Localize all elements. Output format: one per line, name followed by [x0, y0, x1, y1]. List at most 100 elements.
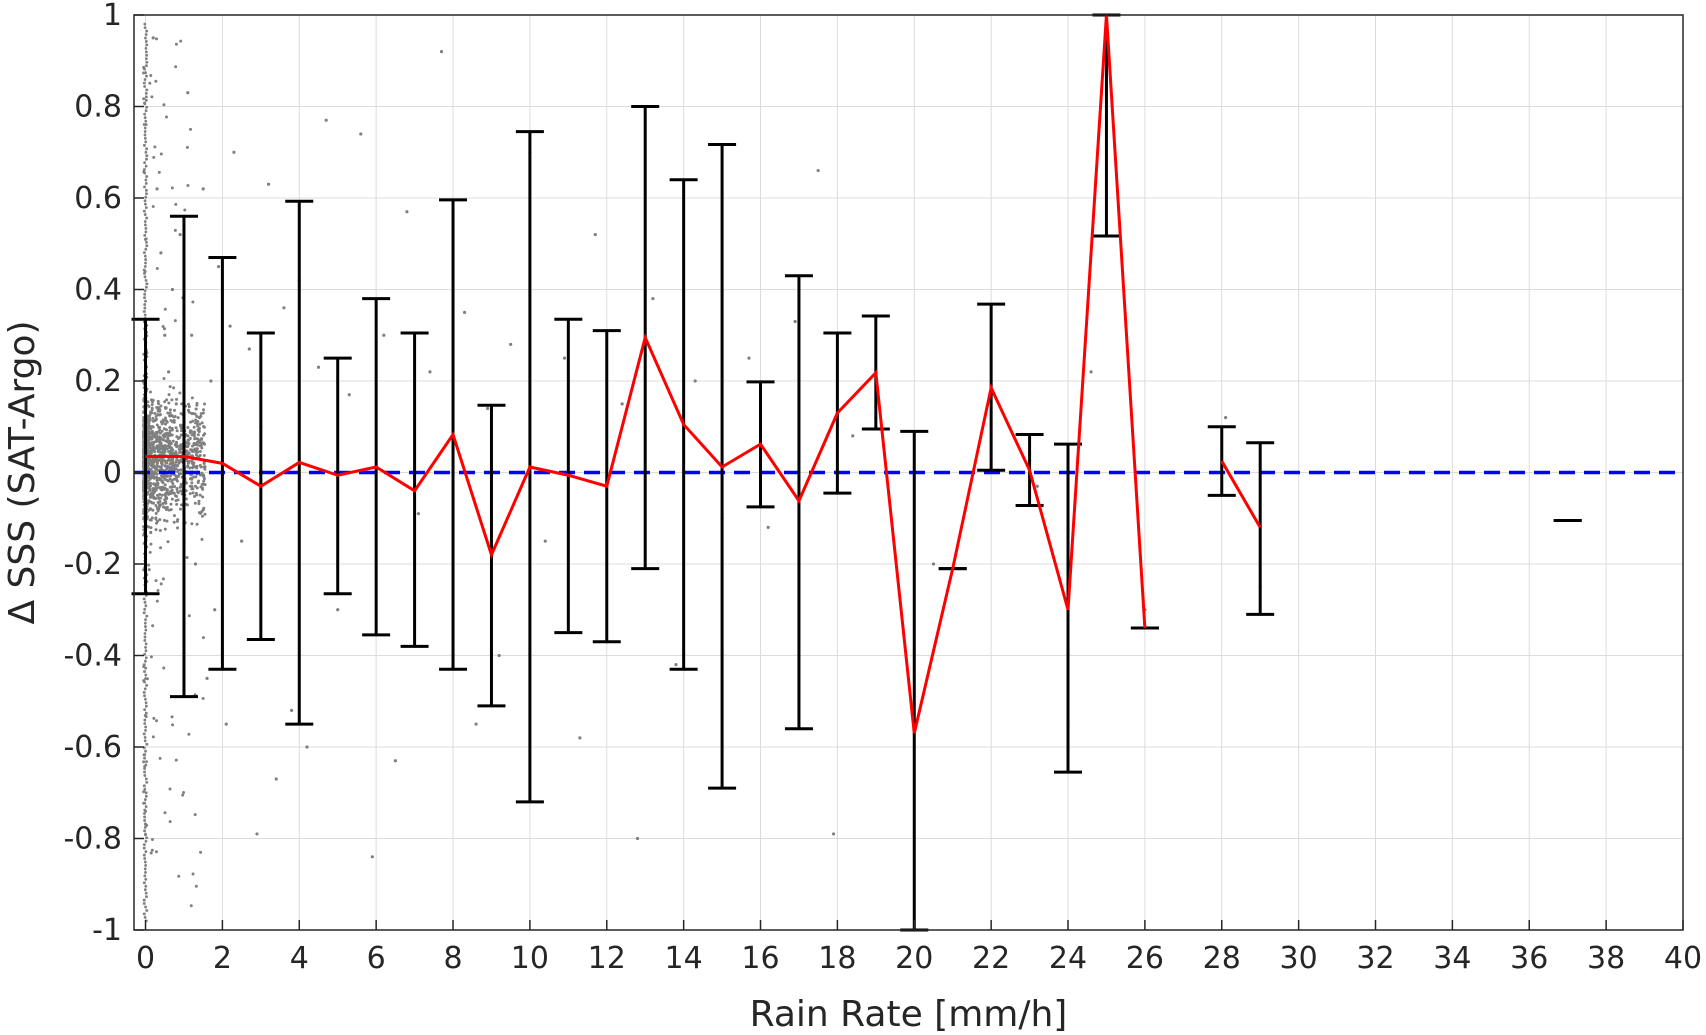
scatter-point: [144, 715, 148, 718]
scatter-point: [202, 408, 206, 412]
scatter-point: [154, 467, 158, 471]
scatter-point: [176, 518, 180, 522]
scatter-point: [144, 182, 148, 185]
scatter-point: [163, 486, 167, 490]
scatter-point: [155, 37, 159, 41]
scatter-point: [143, 857, 147, 860]
scatter-point: [168, 429, 172, 433]
scatter-point: [163, 422, 167, 426]
scatter-point: [157, 440, 161, 444]
scatter-point: [164, 495, 168, 499]
scatter-point: [143, 137, 147, 140]
scatter-point: [185, 441, 189, 445]
scatter-point: [145, 188, 148, 192]
scatter-point: [144, 195, 148, 199]
scatter-point: [145, 742, 149, 746]
scatter-point: [163, 406, 167, 410]
scatter-point: [164, 428, 168, 432]
scatter-point: [142, 611, 146, 615]
scatter-point: [144, 109, 148, 113]
scatter-point: [201, 636, 205, 640]
scatter-point: [142, 663, 146, 667]
scatter-point: [382, 333, 386, 337]
scatter-point: [151, 398, 155, 402]
scatter-point: [163, 449, 167, 453]
scatter-point: [155, 475, 159, 479]
scatter-point: [176, 416, 180, 420]
scatter-point: [154, 521, 158, 525]
scatter-point: [144, 725, 148, 729]
scatter-point: [145, 216, 149, 220]
scatter-point: [145, 614, 149, 618]
scatter-point: [144, 140, 148, 144]
scatter-point: [144, 123, 148, 126]
scatter-point: [159, 477, 163, 481]
scatter-point: [143, 22, 147, 26]
scatter-point: [142, 760, 146, 764]
scatter-point: [144, 206, 148, 210]
scatter-point: [393, 759, 397, 763]
scatter-point: [153, 412, 157, 416]
scatter-point: [194, 491, 198, 495]
scatter-point: [193, 813, 197, 817]
scatter-point: [144, 247, 148, 251]
scatter-point: [143, 303, 147, 306]
scatter-point: [543, 539, 547, 543]
scatter-point: [143, 819, 146, 822]
scatter-point: [169, 474, 173, 478]
scatter-point: [159, 404, 163, 408]
scatter-point: [174, 202, 178, 206]
scatter-point: [143, 171, 147, 175]
scatter-point: [144, 884, 148, 888]
scatter-point: [155, 472, 159, 476]
scatter-point: [150, 475, 154, 479]
scatter-point: [167, 443, 171, 447]
scatter-point: [154, 512, 158, 516]
scatter-point: [147, 476, 151, 480]
scatter-point: [176, 436, 180, 440]
scatter-point: [766, 525, 770, 530]
scatter-point: [142, 168, 146, 171]
scatter-point: [240, 539, 244, 543]
scatter-point: [200, 482, 204, 486]
scatter-point: [172, 514, 176, 518]
scatter-point: [201, 697, 205, 701]
scatter-point: [145, 760, 149, 763]
scatter-point: [155, 719, 159, 723]
scatter-point: [143, 670, 146, 673]
scatter-point: [169, 461, 173, 465]
scatter-point: [164, 500, 168, 504]
scatter-point: [163, 506, 167, 510]
scatter-point: [155, 187, 159, 191]
scatter-point: [145, 105, 149, 109]
x-tick-label: 0: [136, 941, 155, 976]
scatter-point: [149, 531, 153, 535]
scatter-point: [851, 434, 855, 438]
scatter-point: [175, 397, 179, 401]
scatter-point: [156, 435, 160, 439]
scatter-point: [195, 464, 199, 468]
scatter-point: [144, 656, 148, 660]
scatter-point: [158, 518, 162, 522]
x-tick-label: 38: [1587, 941, 1625, 976]
scatter-point: [154, 850, 158, 854]
scatter-point: [143, 600, 147, 604]
scatter-point: [143, 735, 147, 739]
scatter-point: [158, 413, 162, 417]
scatter-point: [509, 342, 513, 346]
scatter-point: [150, 406, 154, 410]
scatter-point: [156, 588, 160, 592]
scatter-point: [159, 420, 163, 424]
scatter-point: [144, 178, 148, 182]
scatter-point: [150, 403, 154, 407]
scatter-point: [168, 820, 172, 824]
scatter-point: [190, 433, 194, 437]
scatter-point: [324, 118, 328, 122]
scatter-point: [194, 418, 198, 422]
scatter-point: [179, 433, 183, 437]
scatter-point: [143, 26, 147, 30]
scatter-point: [170, 433, 174, 437]
scatter-point: [158, 529, 162, 533]
scatter-point: [474, 722, 478, 726]
scatter-point: [578, 736, 582, 740]
